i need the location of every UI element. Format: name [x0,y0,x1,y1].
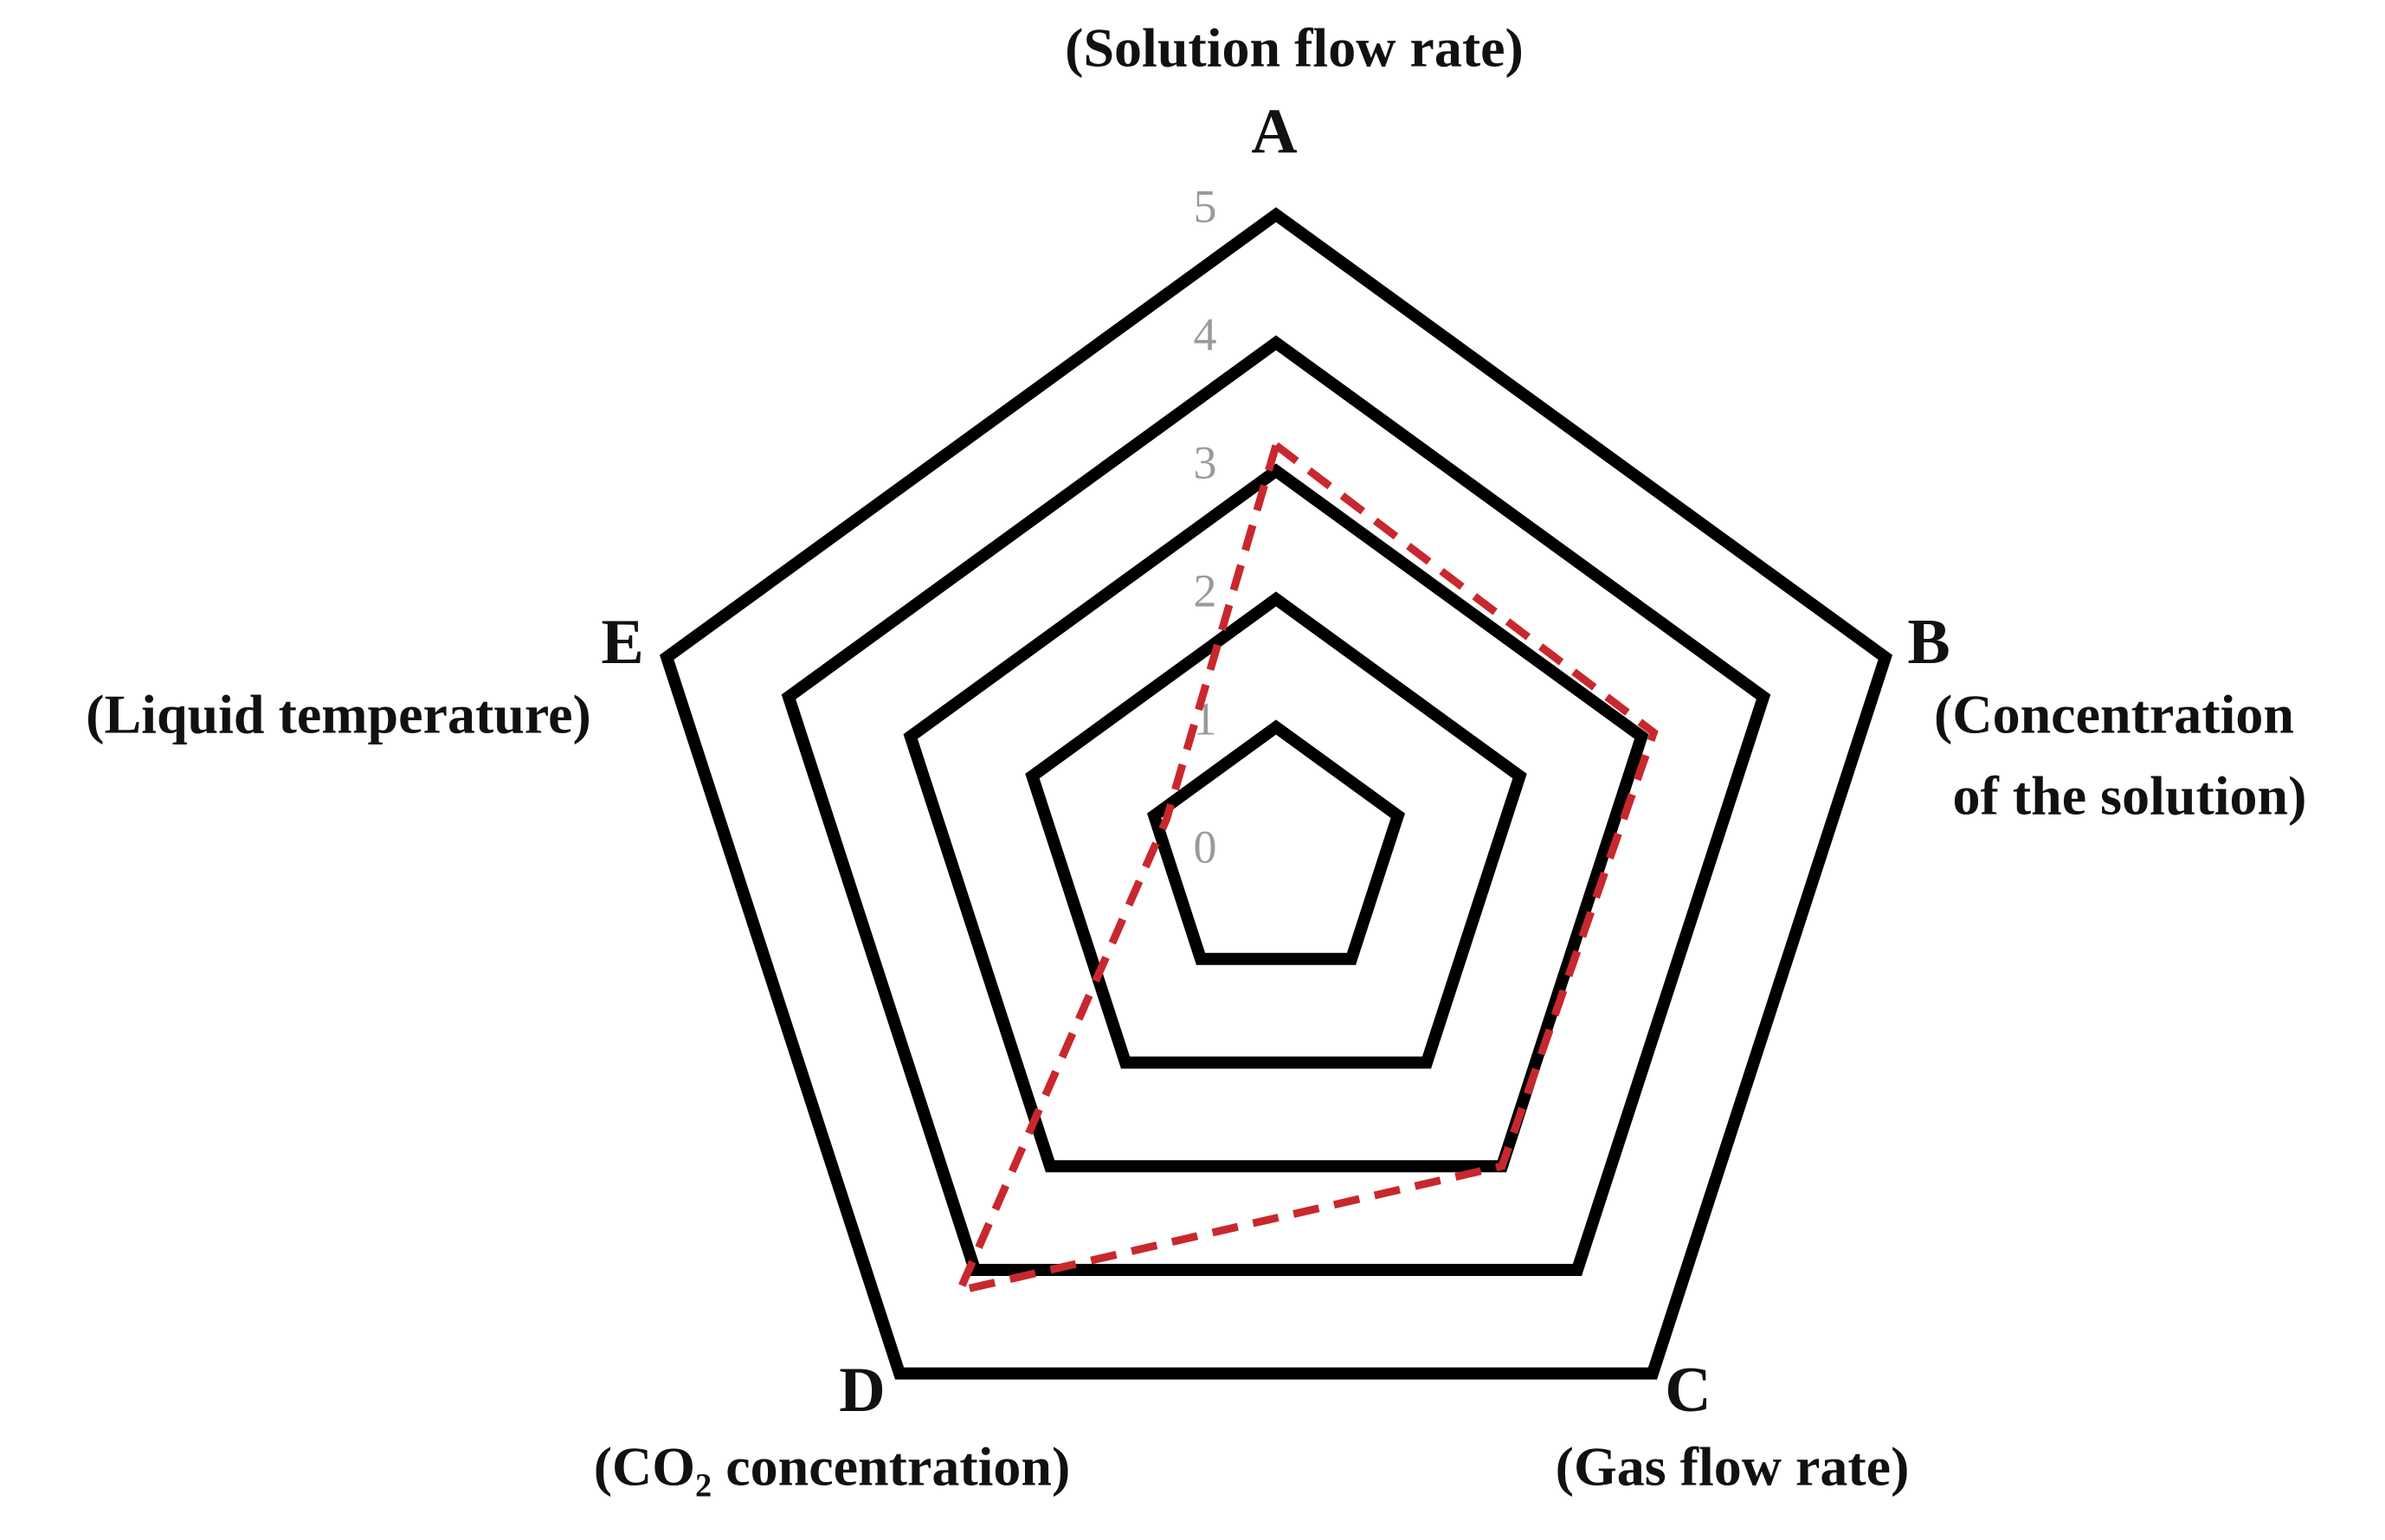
grid-ring [903,463,1649,1173]
data-polygon [952,438,1659,1297]
axis-description: (Gas flow rate) [1556,1436,1910,1498]
axis-description: (Solution flow rate) [1065,17,1524,79]
axis-description: (Concentration [1934,684,2294,745]
grid-ring [781,335,1771,1276]
axis-label: A [1251,96,1297,167]
axis-label: E [601,607,643,678]
axis-label: C [1665,1355,1711,1426]
tick-label: 2 [1194,564,1217,616]
grid-ring [1147,719,1405,965]
axis-description: (CO₂ concentration) [594,1436,1071,1498]
axis-label: D [839,1355,885,1426]
grid-ring [1025,591,1527,1069]
axis-description: of the solution) [1953,765,2307,827]
tick-label: 0 [1194,821,1217,873]
grid-ring [659,207,1893,1380]
axis-label: B [1907,607,1950,678]
tick-label: 5 [1194,180,1217,232]
tick-label: 3 [1194,436,1217,488]
axis-description: (Liquid temperature) [86,684,591,745]
tick-label: 4 [1194,308,1217,360]
